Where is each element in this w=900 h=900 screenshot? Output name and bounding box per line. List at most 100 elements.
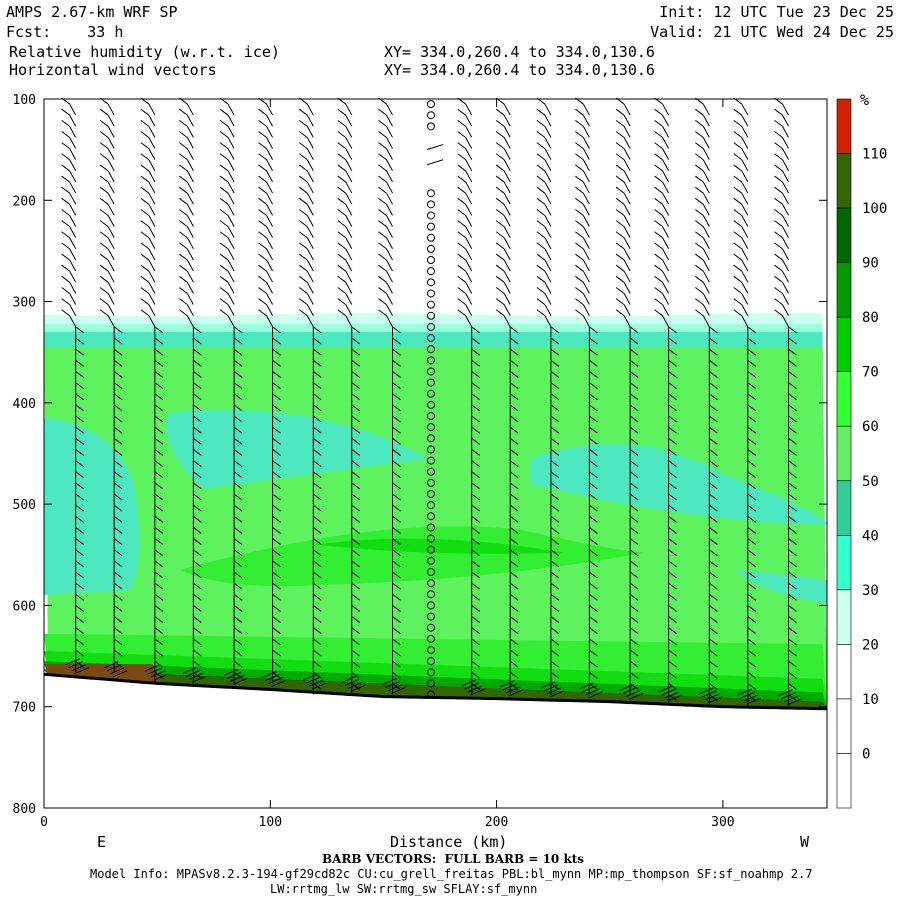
barb-flag [733, 164, 743, 172]
barb-flag [695, 142, 704, 150]
barb-shaft [69, 159, 77, 172]
barb-flag [747, 426, 757, 434]
barb-shaft [582, 181, 590, 194]
barb-flag [575, 209, 584, 216]
calm-circle [426, 434, 435, 443]
barb-flag [471, 393, 481, 401]
barb-flag [179, 242, 188, 250]
barb-flag [378, 309, 387, 317]
barb-shaft [782, 215, 789, 227]
barb-flag [733, 298, 743, 306]
barb-shaft [623, 170, 631, 183]
barb-flag [219, 197, 229, 205]
barb-flag [629, 605, 639, 612]
barb-flag [629, 337, 639, 345]
barb-flag [351, 359, 361, 367]
calm-circle [426, 356, 435, 365]
barb-feather [746, 697, 761, 705]
barb-flag [140, 164, 150, 172]
barb-shaft [662, 181, 670, 194]
barb-flag [575, 164, 584, 172]
barb-flag [695, 231, 704, 239]
barb-flag [654, 309, 663, 317]
barb-flag [99, 108, 109, 116]
barb-flag [140, 242, 150, 250]
barb-flag [378, 220, 387, 228]
barb-flag [629, 582, 639, 590]
barb-flag [61, 298, 70, 306]
barb-flag [550, 504, 560, 512]
barb-shaft [306, 114, 314, 127]
barb-shaft [227, 126, 235, 138]
barb-flag [337, 142, 347, 150]
barb-flag [233, 493, 243, 501]
barb-flag [258, 242, 267, 250]
barb-shaft [227, 103, 235, 116]
calm-circle [426, 211, 435, 220]
barb-flag [709, 660, 718, 668]
colorbar-label: 50 [862, 474, 879, 490]
barb-shaft [69, 103, 77, 116]
rh-band-70 [179, 526, 644, 587]
barb-flag [193, 382, 202, 390]
barb-flag [774, 231, 783, 239]
barb-flag [75, 527, 84, 534]
barb-flag [668, 582, 677, 590]
barb-flag [392, 538, 401, 545]
barb-flag [113, 538, 123, 545]
barb-flag [536, 298, 546, 306]
barb-flag [695, 197, 704, 205]
barb-feather [385, 681, 400, 689]
barb-flag [140, 119, 150, 127]
barb-shaft [662, 126, 670, 138]
calm-circle [426, 367, 435, 376]
barb-flag [154, 549, 164, 557]
barb-flag [193, 627, 202, 635]
barb-shaft [782, 270, 789, 283]
barb-flag [471, 437, 481, 445]
barb-flag [312, 460, 322, 467]
barb-flag [258, 142, 267, 150]
barb-flag [589, 571, 598, 579]
barb-shaft [662, 192, 670, 205]
y-tick-label: 400 [13, 397, 36, 412]
barb-flag [471, 371, 481, 378]
barb-flag [629, 348, 639, 356]
barb-flag [233, 560, 243, 568]
barb-flag [392, 326, 401, 334]
barb-flag [113, 371, 123, 378]
barb-flag [351, 437, 361, 445]
barb-shaft [503, 114, 511, 127]
colorbar-segment [836, 589, 852, 645]
barb-flag [193, 471, 202, 479]
barb-shaft [386, 304, 393, 316]
barb-shaft [386, 192, 393, 205]
barb-flag [709, 449, 718, 456]
barb-flag [695, 298, 704, 306]
barb-flag [615, 231, 625, 239]
barb-flag [668, 404, 677, 412]
barb-shaft [702, 282, 710, 294]
barb-flag [193, 527, 202, 534]
calm-circle [426, 679, 435, 688]
barb-flag [272, 404, 281, 412]
barb-flag [589, 605, 598, 612]
barb-flag [233, 616, 243, 623]
barb-shaft [544, 103, 552, 116]
barb-shaft [186, 259, 194, 272]
barb-flag [113, 471, 123, 479]
barb-shaft [148, 237, 156, 250]
barb-note: BARB VECTORS: FULL BARB = 10 kts [322, 852, 585, 866]
barb-shaft [148, 259, 156, 272]
barb-flag [312, 415, 322, 423]
barb-flag [75, 482, 84, 490]
calm-circle [426, 545, 435, 554]
barb-flag [668, 460, 677, 467]
barb-flag [654, 220, 663, 228]
barb-feather [223, 668, 239, 676]
barb-shaft [465, 103, 473, 116]
colorbar-segment [836, 753, 852, 809]
barb-flag [550, 337, 560, 345]
calm-circle [426, 300, 435, 309]
